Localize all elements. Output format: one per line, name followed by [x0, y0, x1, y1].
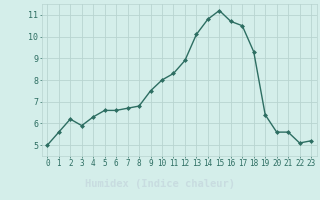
Text: Humidex (Indice chaleur): Humidex (Indice chaleur) [85, 179, 235, 189]
